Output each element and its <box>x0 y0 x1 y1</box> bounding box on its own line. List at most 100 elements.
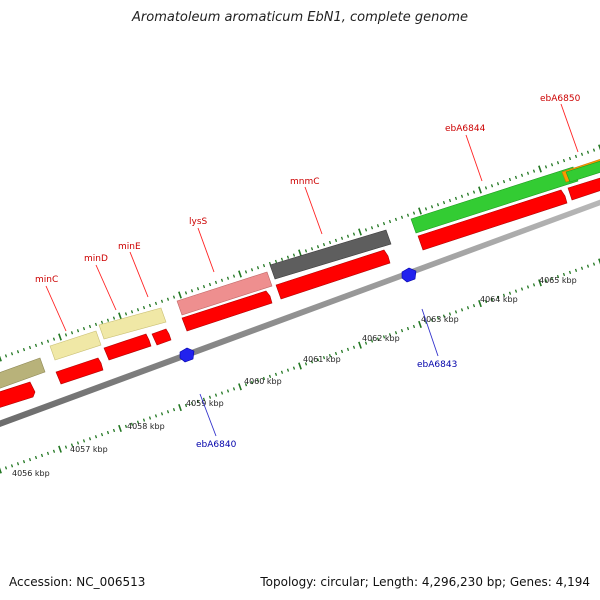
minor-tick <box>484 299 488 304</box>
minor-tick <box>190 289 194 293</box>
minor-tick <box>22 460 26 464</box>
minor-tick <box>256 378 260 383</box>
minor-tick <box>310 247 314 251</box>
minor-tick <box>280 370 284 374</box>
kbp-label: 4058 kbp <box>127 422 165 431</box>
minor-tick <box>550 163 554 167</box>
minor-tick <box>346 347 350 351</box>
gene-bar-minD[interactable] <box>98 307 167 340</box>
minor-tick <box>430 318 434 322</box>
feature-track <box>0 158 600 390</box>
cds-arrow[interactable] <box>417 189 568 251</box>
major-tick <box>598 144 600 151</box>
cds-arrow[interactable] <box>567 175 600 201</box>
minor-tick <box>310 360 314 364</box>
minor-tick <box>34 343 38 348</box>
cds-arrow[interactable] <box>275 249 391 300</box>
minor-tick <box>40 453 44 458</box>
minor-tick <box>196 399 200 403</box>
minor-tick <box>526 285 530 289</box>
minor-tick <box>412 324 416 329</box>
minor-tick <box>406 326 410 331</box>
minor-tick <box>382 335 386 339</box>
genome-summary-text: Topology: circular; Length: 4,296,230 bp… <box>260 575 590 589</box>
minor-tick <box>16 462 20 466</box>
gene-bar-ebA6844[interactable] <box>410 166 579 234</box>
cds-arrow[interactable] <box>0 381 36 409</box>
gene-label-mnmC[interactable]: mnmC <box>290 177 320 187</box>
gene-bar-minC[interactable] <box>49 330 102 361</box>
cds-reverse-ebA6840[interactable] <box>179 347 195 363</box>
minor-tick <box>394 331 398 335</box>
cds-arrow[interactable] <box>55 357 104 385</box>
minor-tick <box>268 261 272 266</box>
minor-tick <box>574 268 578 272</box>
minor-tick <box>562 158 566 163</box>
minor-tick <box>352 345 356 349</box>
gene-label-minE[interactable]: minE <box>118 242 141 252</box>
minor-tick <box>190 401 194 406</box>
major-tick <box>118 424 122 432</box>
minor-tick <box>448 312 452 316</box>
minor-tick <box>364 341 368 345</box>
gene-label-ebA6844[interactable]: ebA6844 <box>445 124 486 134</box>
gene-bar-mnmC[interactable] <box>269 229 392 280</box>
minor-tick <box>100 433 104 437</box>
gene-bar-lysS[interactable] <box>176 271 273 316</box>
minor-tick <box>562 272 566 277</box>
kbp-label: 4061 kbp <box>303 355 341 364</box>
minor-tick <box>40 341 44 345</box>
minor-tick <box>124 424 128 428</box>
gene-bar-green-right[interactable] <box>565 158 600 183</box>
minor-tick <box>592 262 596 266</box>
minor-tick <box>292 366 296 370</box>
minor-tick <box>208 282 212 287</box>
minor-tick <box>580 266 584 270</box>
cds-arrow[interactable] <box>181 290 273 332</box>
minor-tick <box>154 414 158 418</box>
minor-tick <box>10 352 14 356</box>
minor-tick <box>64 445 68 449</box>
cds-arrow[interactable] <box>151 328 172 346</box>
minor-tick <box>130 422 134 426</box>
minor-tick <box>46 451 50 455</box>
minor-tick <box>574 154 578 159</box>
gene-label-ebA6843[interactable]: ebA6843 <box>417 360 457 370</box>
reverse-cds-track <box>179 267 417 363</box>
outer-tick-row <box>0 144 600 362</box>
minor-tick <box>442 314 446 318</box>
accession-text: Accession: NC_006513 <box>9 575 146 589</box>
gene-bar-olive[interactable] <box>0 357 46 390</box>
minor-tick <box>202 284 206 289</box>
minor-tick <box>442 200 446 205</box>
gene-label-lysS[interactable]: lysS <box>189 217 208 227</box>
minor-tick <box>544 279 548 283</box>
minor-tick <box>274 372 278 376</box>
minor-tick <box>328 240 332 245</box>
minor-tick <box>214 280 218 285</box>
minor-tick <box>520 173 524 177</box>
minor-tick <box>436 203 440 207</box>
gene-label-ebA6840[interactable]: ebA6840 <box>196 440 237 450</box>
minor-tick <box>346 234 350 238</box>
minor-tick <box>526 171 530 175</box>
minor-tick <box>364 228 368 232</box>
minor-tick <box>514 289 518 293</box>
cds-reverse-ebA6843[interactable] <box>401 267 417 283</box>
minor-tick <box>556 274 560 279</box>
minor-tick <box>136 308 140 312</box>
major-tick <box>0 467 2 474</box>
major-tick <box>178 291 182 299</box>
minor-tick <box>202 397 206 401</box>
major-tick <box>298 249 302 257</box>
minor-tick <box>220 278 224 282</box>
minor-tick <box>34 455 38 460</box>
gene-label-ebA6850[interactable]: ebA6850 <box>540 94 581 104</box>
minor-tick <box>28 345 32 350</box>
gene-label-minC[interactable]: minC <box>35 275 58 285</box>
minor-tick <box>334 351 338 356</box>
gene-label-minD[interactable]: minD <box>84 254 108 264</box>
cds-arrow[interactable] <box>103 333 152 361</box>
minor-tick <box>88 437 92 441</box>
minor-tick <box>196 287 200 291</box>
